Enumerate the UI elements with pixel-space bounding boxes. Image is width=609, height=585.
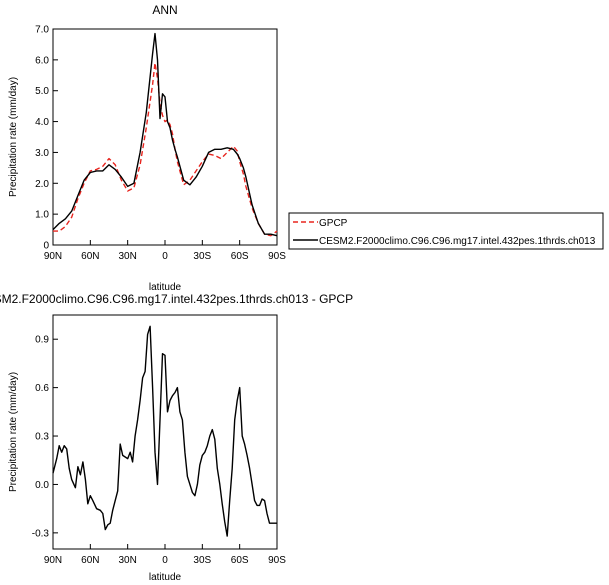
top-chart-series-cesm2-f2000climo-c96-c96	[52, 32, 278, 237]
bottom-chart-y-tick-label: -0.3	[32, 528, 50, 539]
bottom-chart-x-axis-label: latitude	[149, 572, 182, 583]
top-chart-series	[52, 32, 278, 237]
bottom-chart-x-axis: 90N 60N 30N 0 30S 60S 90S	[44, 544, 286, 566]
top-chart-y-axis: 0 1.0 2.0 3.0 4.0 5.0 6.0 7.0	[35, 25, 58, 252]
legend-gpcp-label: GPCP	[319, 218, 348, 229]
top-chart-x-tick-label: 60N	[81, 251, 99, 262]
top-chart-x-tick-label: 90N	[44, 251, 62, 262]
top-chart-y-tick-label: 3.0	[35, 148, 49, 159]
bottom-chart-x-tick-label: 90S	[268, 555, 286, 566]
top-chart-y-tick-label: 0	[43, 241, 49, 252]
bottom-chart-y-tick-label: 0.3	[35, 432, 49, 443]
top-chart-y-tick-label: 6.0	[35, 55, 49, 66]
bottom-chart-x-tick-label: 60N	[81, 555, 99, 566]
top-chart-x-tick-label: 30S	[193, 251, 211, 262]
top-chart-series-gpcp	[53, 62, 278, 237]
legend-model-label: CESM2.F2000climo.C96.C96.mg17.intel.432p…	[319, 236, 596, 247]
top-chart-x-tick-label: 60S	[231, 251, 249, 262]
top-chart-x-tick-label: 0	[162, 251, 168, 262]
top-chart-x-axis-label: latitude	[149, 282, 182, 293]
bottom-chart-frame	[52, 314, 278, 550]
bottom-chart-x-tick-label: 90N	[44, 555, 62, 566]
legend-box	[288, 212, 604, 250]
top-chart-y-tick-label: 5.0	[35, 86, 49, 97]
top-chart-y-tick-label: 7.0	[35, 25, 49, 36]
bottom-chart-y-tick-label: 0.6	[35, 383, 49, 394]
top-chart-x-axis: 90N 60N 30N 0 30S 60S 90S	[44, 240, 286, 262]
top-chart-y-tick-label: 1.0	[35, 210, 49, 221]
top-chart-x-tick-label: 30N	[118, 251, 136, 262]
chart-legend: GPCP CESM2.F2000climo.C96.C96.mg17.intel…	[288, 212, 604, 250]
bottom-chart-series	[52, 325, 277, 537]
top-chart-x-tick-label: 90S	[268, 251, 286, 262]
bottom-chart-y-axis-label: Precipitation rate (mm/day)	[8, 372, 19, 492]
bottom-chart-x-tick-label: 60S	[231, 555, 249, 566]
top-chart-frame	[52, 28, 278, 246]
top-chart-y-axis-label: Precipitation rate (mm/day)	[8, 77, 19, 197]
bottom-chart-y-tick-label: 0.0	[35, 480, 49, 491]
bottom-chart-x-tick-label: 30S	[193, 555, 211, 566]
bottom-chart-panel: CESM2.F2000climo.C96.C96.mg17.intel.432p…	[0, 292, 353, 583]
top-chart-y-tick-label: 2.0	[35, 179, 49, 190]
bottom-chart-x-tick-label: 0	[162, 555, 168, 566]
top-chart-panel: ANN 0 1.0 2.0 3.0 4.0 5.0 6.0 7.0 90N 60N 30N 0 30S…	[8, 3, 286, 293]
top-chart-y-tick-label: 4.0	[35, 117, 49, 128]
bottom-chart-series-difference	[52, 325, 277, 537]
bottom-chart-y-axis: -0.3 0.0 0.3 0.6 0.9	[32, 335, 58, 539]
top-chart-title: ANN	[152, 3, 177, 17]
bottom-chart-x-tick-label: 30N	[118, 555, 136, 566]
bottom-chart-y-tick-label: 0.9	[35, 335, 49, 346]
bottom-chart-title: CESM2.F2000climo.C96.C96.mg17.intel.432p…	[0, 292, 353, 306]
